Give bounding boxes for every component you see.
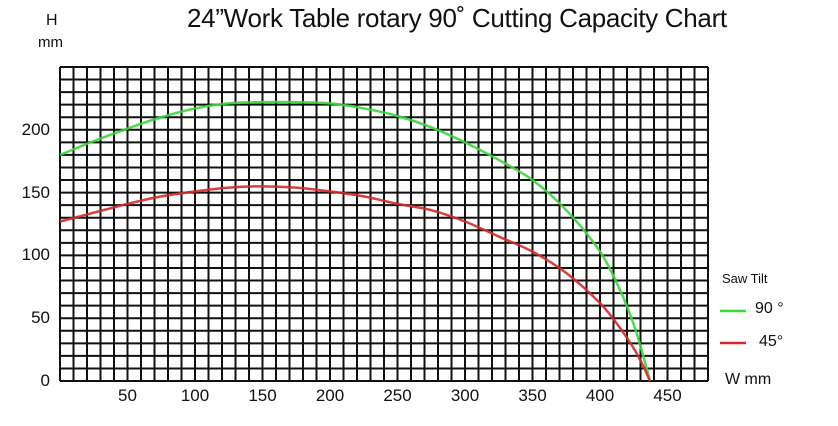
x-tick-label: 450: [653, 386, 682, 405]
x-tick-label: 400: [585, 386, 615, 405]
series-line-1: [59, 185, 652, 382]
chart-title: 24”Work Table rotary 90˚ Cutting Capacit…: [187, 3, 727, 33]
y-tick-label: 100: [21, 245, 50, 265]
legend-title: Saw Tilt: [722, 271, 768, 286]
x-tick-label: 250: [383, 386, 412, 405]
y-tick-label: 0: [40, 371, 50, 390]
x-tick-label: 200: [315, 386, 345, 405]
x-axis-label: W mm: [725, 371, 772, 388]
y-tick-label: 200: [21, 119, 50, 139]
x-tick-label: 350: [518, 386, 547, 405]
y-tick-label: 150: [21, 182, 50, 202]
legend-label-45: 45°: [759, 333, 784, 350]
x-tick-label: 300: [450, 386, 480, 405]
series-line-0: [59, 100, 652, 382]
y-axis-label-h: H: [46, 12, 58, 29]
x-tick-label: 100: [180, 386, 210, 405]
y-axis-label-unit: mm: [38, 34, 63, 51]
x-tick-label: 50: [118, 386, 137, 405]
y-tick-label: 50: [31, 308, 50, 328]
legend-label-90: 90 °: [755, 300, 784, 317]
x-tick-label: 150: [248, 386, 277, 405]
